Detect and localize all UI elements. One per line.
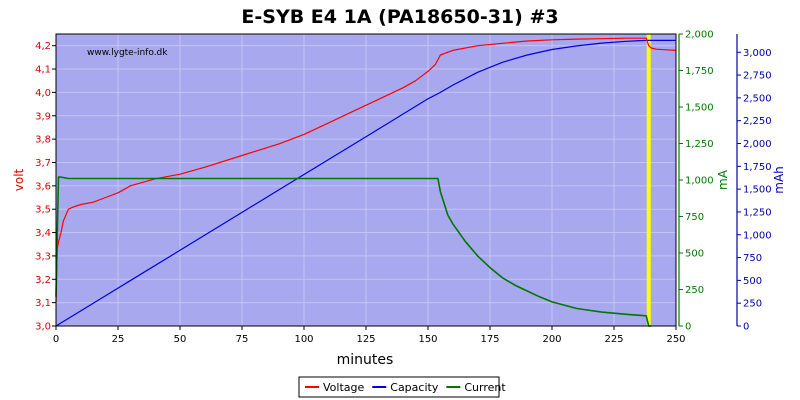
x-tick-label: 100 — [294, 334, 313, 345]
right-mah-tick-label: 3,000 — [743, 48, 772, 59]
right-ma-tick-label: 1,750 — [685, 66, 714, 77]
x-tick-label: 225 — [604, 334, 623, 345]
right-ma-tick-label: 750 — [685, 212, 704, 223]
right-axis-mah: 0 250 500 750 1,000 1,250 1,500 1,750 2,000 2,250… — [736, 34, 772, 333]
right-ma-tick-label: 0 — [685, 322, 691, 333]
right-mah-tick-label: 1,500 — [743, 185, 772, 196]
right-mah-tick-label: 1,250 — [743, 207, 772, 218]
right-axis-ma: 0 250 500 750 1,000 1,250 1,500 1,750 2,000 — [678, 30, 714, 333]
right-axis-mah-label: mAh — [772, 166, 786, 194]
legend: Voltage Capacity Current — [298, 376, 506, 398]
left-tick-label: 3,9 — [35, 111, 51, 122]
left-tick-label: 3,2 — [35, 275, 51, 286]
left-tick-label: 3,5 — [35, 205, 51, 216]
chart-title: E-SYB E4 1A (PA18650-31) #3 — [241, 6, 558, 28]
x-tick-label: 250 — [666, 334, 685, 345]
series-line-voltage — [55, 37, 677, 303]
legend-label-current: Current — [464, 381, 506, 394]
x-tick-label: 50 — [174, 334, 187, 345]
right-mah-tick-label: 1,750 — [743, 162, 772, 173]
right-mah-tick-label: 500 — [743, 276, 762, 287]
series-line-capacity — [55, 39, 676, 327]
x-tick-label: 125 — [356, 334, 375, 345]
right-mah-tick-label: 2,750 — [743, 71, 772, 82]
left-tick-label: 4,1 — [35, 65, 51, 76]
left-tick-label: 3,8 — [35, 135, 51, 146]
x-tick-label: 25 — [112, 334, 125, 345]
watermark: www.lygte-info.dk — [87, 48, 168, 58]
right-mah-tick-label: 2,000 — [743, 139, 772, 150]
right-mah-tick-label: 0 — [743, 322, 749, 333]
x-tick-label: 0 — [53, 334, 59, 345]
left-tick-label: 3,4 — [35, 228, 51, 239]
right-mah-tick-label: 1,000 — [743, 230, 772, 241]
right-ma-tick-label: 1,000 — [685, 176, 714, 187]
x-tick-label: 150 — [418, 334, 437, 345]
left-tick-label: 3,1 — [35, 298, 51, 309]
x-tick-label: 200 — [542, 334, 561, 345]
x-axis: 0 25 50 75 100 125 150 175 200 225 250 — [53, 326, 686, 345]
left-tick-label: 3,6 — [35, 181, 51, 192]
right-mah-tick-label: 250 — [743, 299, 762, 310]
right-ma-tick-label: 250 — [685, 285, 704, 296]
left-tick-label: 4,0 — [35, 88, 51, 99]
right-mah-tick-label: 750 — [743, 253, 762, 264]
right-ma-tick-label: 2,000 — [685, 30, 714, 41]
legend-label-capacity: Capacity — [390, 381, 439, 394]
left-axis-label: volt — [12, 168, 26, 191]
series-layer — [55, 37, 677, 327]
x-tick-label: 75 — [236, 334, 249, 345]
right-mah-tick-label: 2,500 — [743, 93, 772, 104]
x-tick-label: 175 — [480, 334, 499, 345]
left-axis: 3,0 3,1 3,2 3,3 3,4 3,5 3,6 3,7 3,8 3,9 4,0 4,1 4,2 — [35, 41, 56, 333]
series-line-current — [55, 176, 652, 327]
right-ma-tick-label: 1,500 — [685, 103, 714, 114]
x-axis-label: minutes — [337, 352, 394, 368]
legend-label-voltage: Voltage — [323, 381, 364, 394]
left-tick-label: 4,2 — [35, 41, 51, 52]
right-ma-tick-label: 1,250 — [685, 139, 714, 150]
right-mah-tick-label: 2,250 — [743, 116, 772, 127]
left-tick-label: 3,3 — [35, 251, 51, 262]
left-tick-label: 3,7 — [35, 158, 51, 169]
legend-box — [298, 376, 500, 398]
right-axis-ma-label: mA — [716, 169, 730, 190]
right-ma-tick-label: 500 — [685, 249, 704, 260]
left-tick-label: 3,0 — [35, 322, 51, 333]
